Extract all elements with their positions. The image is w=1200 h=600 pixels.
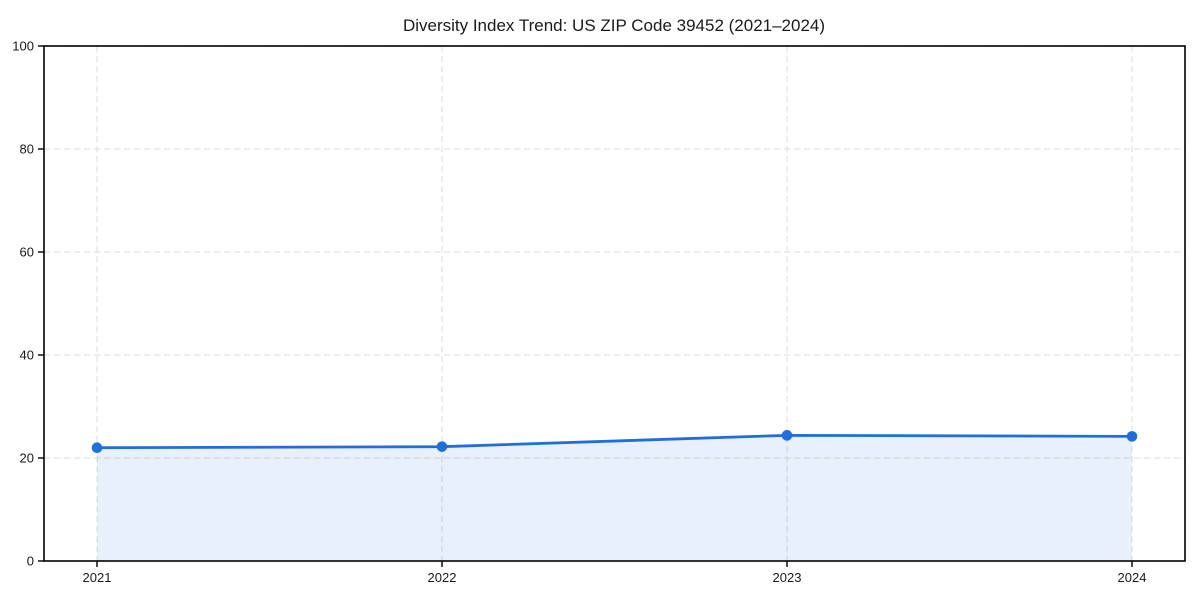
x-tick-label-2023: 2023 [773, 570, 802, 585]
x-tick-label-2024: 2024 [1118, 570, 1147, 585]
data-point-2023 [781, 430, 793, 441]
data-point-2024 [1126, 431, 1138, 442]
y-tick-label-60: 60 [20, 245, 34, 260]
plot-border [43, 45, 1186, 562]
y-tick-label-100: 100 [12, 39, 34, 54]
data-point-2022 [436, 441, 448, 452]
data-point-2021 [91, 442, 103, 454]
area-fill [97, 435, 1132, 561]
trend-line [95, 433, 1134, 450]
data-points [91, 430, 1138, 454]
x-tick-label-2021: 2021 [83, 570, 112, 585]
area-fill-shape [97, 435, 1132, 561]
x-tick-label-2022: 2022 [428, 570, 457, 585]
y-tick-label-20: 20 [20, 451, 34, 466]
y-tick-label-0: 0 [27, 554, 34, 569]
y-tick-label-40: 40 [20, 348, 34, 363]
trend-line-path [95, 433, 1134, 450]
tick-labels: 0 20 40 60 80 100 2021 2022 2023 2024 [12, 39, 1146, 586]
y-tick-label-80: 80 [20, 142, 34, 157]
chart-title: Diversity Index Trend: US ZIP Code 39452… [403, 16, 825, 35]
axes [38, 45, 1186, 567]
